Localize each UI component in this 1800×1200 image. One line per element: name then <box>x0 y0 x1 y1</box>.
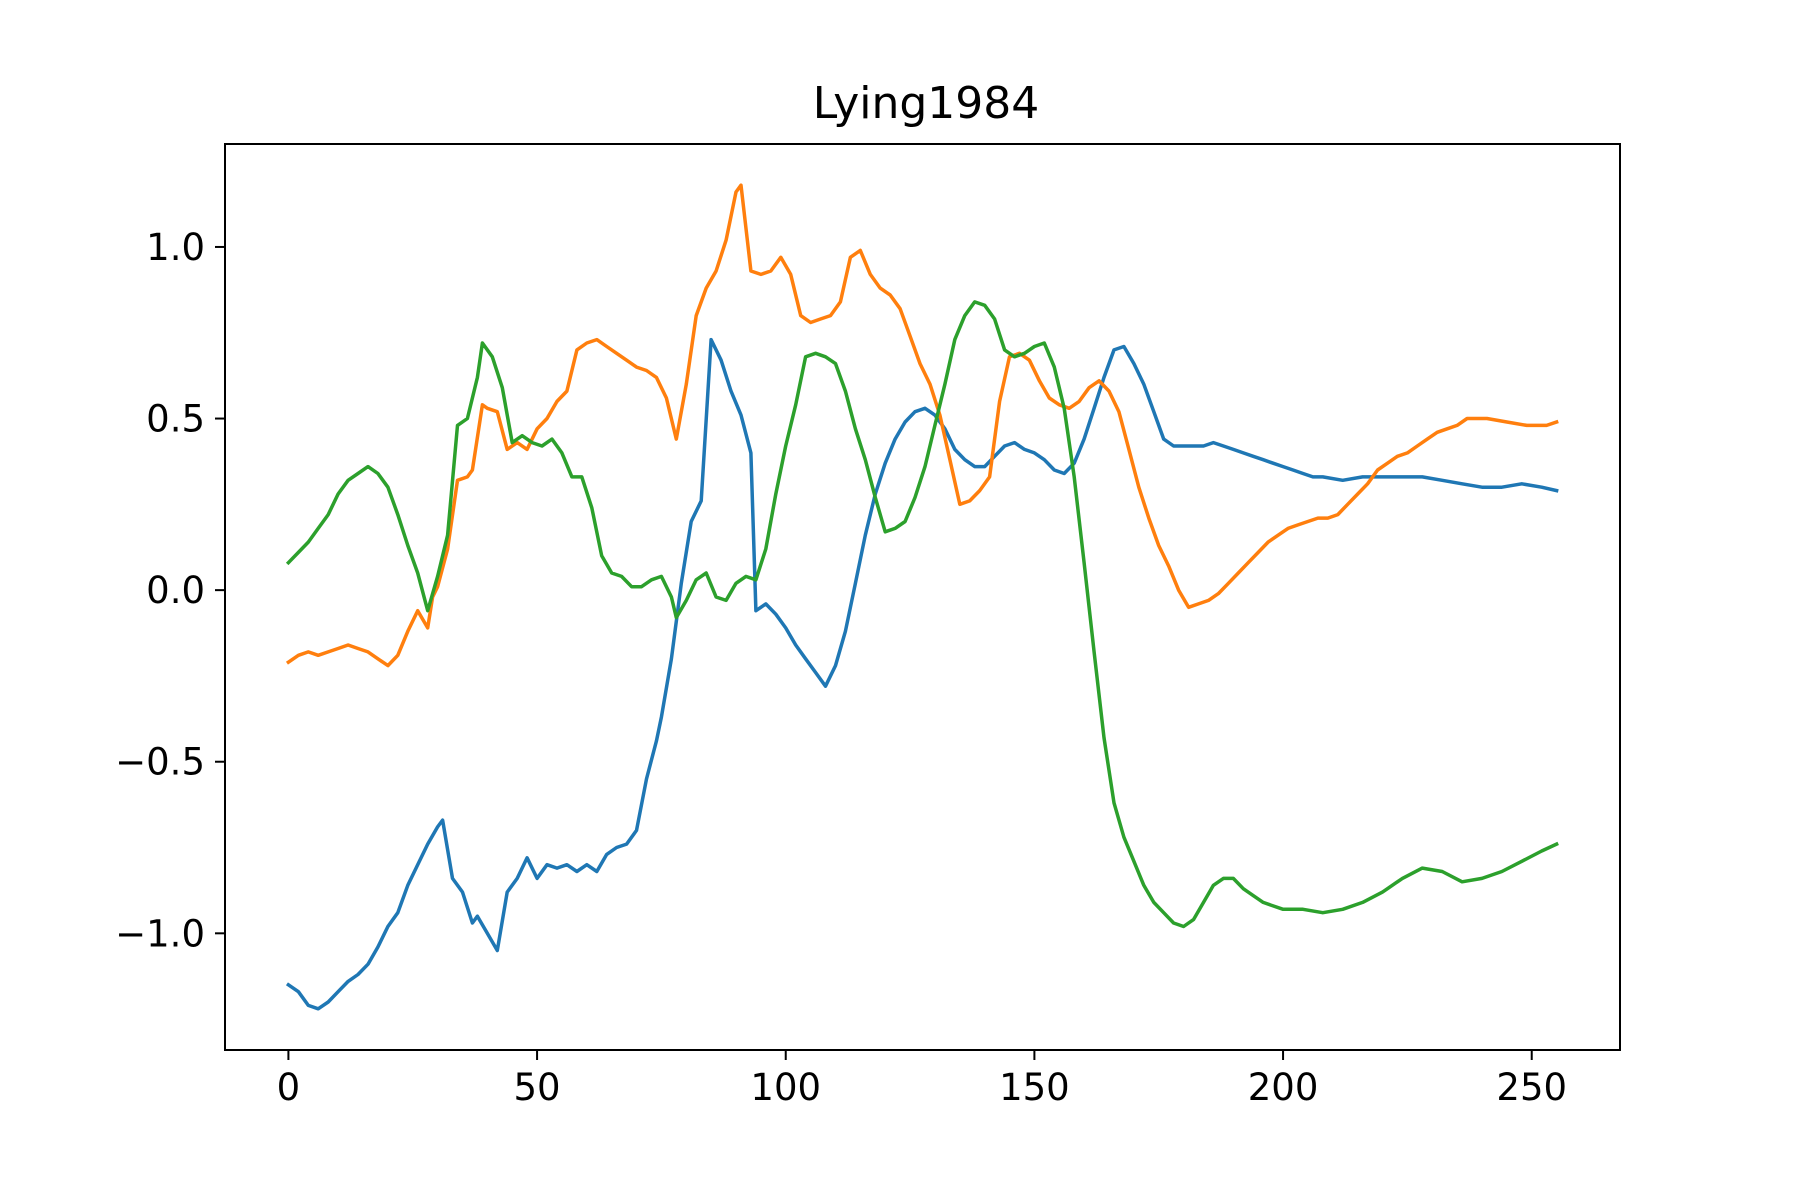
x-tick-label: 200 <box>1248 1066 1319 1109</box>
y-tick-label: −1.0 <box>115 912 205 955</box>
x-tick-label: 0 <box>277 1066 301 1109</box>
y-tick-label: 1.0 <box>146 226 205 269</box>
series-line-3 <box>285 300 1559 929</box>
plot-frame <box>224 143 1621 1051</box>
y-tick-label: 0.0 <box>146 569 205 612</box>
chart-title: Lying1984 <box>813 78 1040 129</box>
x-tick-label: 250 <box>1496 1066 1567 1109</box>
y-tick-label: −0.5 <box>115 741 205 784</box>
y-tick-label: 0.5 <box>146 398 205 441</box>
series-line-1 <box>285 337 1559 1011</box>
x-axis: 0 50 100 150 200 250 <box>277 1050 1567 1109</box>
y-axis: −1.0 −0.5 0.0 0.5 1.0 <box>115 226 225 955</box>
x-tick-label: 50 <box>514 1066 561 1109</box>
series-layer <box>285 183 1559 1011</box>
x-tick-label: 150 <box>999 1066 1070 1109</box>
x-tick-label: 100 <box>750 1066 821 1109</box>
series-line-2 <box>285 183 1559 668</box>
